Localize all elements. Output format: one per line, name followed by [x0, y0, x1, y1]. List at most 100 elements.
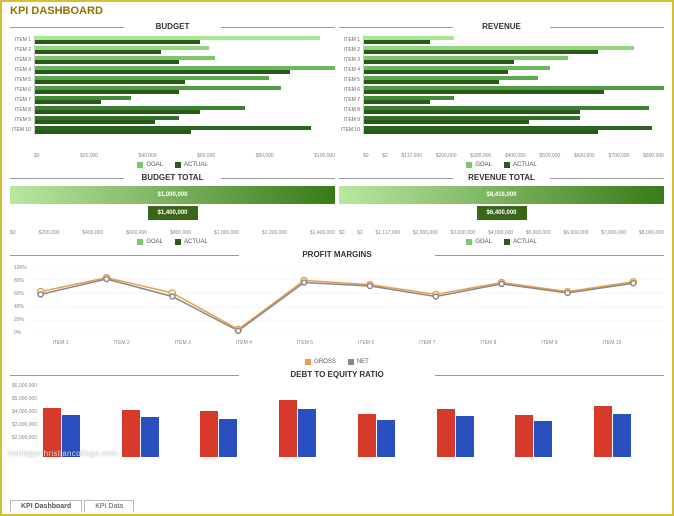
- bar-actual: [364, 60, 514, 64]
- dashboard-title: KPI DASHBOARD: [2, 2, 672, 20]
- axis-label: $3,000,000: [450, 230, 475, 236]
- axis-label: ITEM 9: [541, 340, 557, 346]
- column-a: [515, 415, 533, 457]
- axis-label: $600,000: [574, 153, 595, 159]
- column-a: [594, 406, 612, 457]
- axis-label: $20,000: [80, 153, 98, 159]
- column-group: [200, 397, 237, 457]
- bar-label: ITEM 2: [10, 47, 34, 53]
- bar-actual: [364, 50, 598, 54]
- profit-chart: 100%80%60%40%20%0% ITEM 1ITEM 2ITEM 3ITE…: [10, 261, 664, 356]
- axis-label: $1,400,000: [310, 230, 335, 236]
- column-group: [515, 397, 552, 457]
- legend-label: GOAL: [475, 239, 492, 245]
- revenue-chart: ITEM 1ITEM 2ITEM 3ITEM 4ITEM 5ITEM 6ITEM…: [339, 33, 664, 153]
- bar-actual: [35, 80, 185, 84]
- axis-label: $400,000: [505, 153, 526, 159]
- axis-label: ITEM 10: [602, 340, 621, 346]
- axis-label: $60,000: [197, 153, 215, 159]
- revenue-total-chart: $8,416,000 $6,400,000: [339, 184, 664, 230]
- legend-label: GOAL: [475, 162, 492, 168]
- axis-label: $2: [382, 153, 388, 159]
- legend-label: GOAL: [146, 162, 163, 168]
- axis-label: ITEM 7: [419, 340, 435, 346]
- bar-label: ITEM 6: [339, 87, 363, 93]
- column-a: [122, 410, 140, 457]
- axis-label: $1,200,000: [262, 230, 287, 236]
- axis-label: $80,000: [256, 153, 274, 159]
- revenue-title: REVENUE: [339, 20, 664, 33]
- column-a: [358, 414, 376, 457]
- bar-actual: [364, 90, 604, 94]
- bar-label: ITEM 10: [10, 127, 34, 133]
- budget-chart: ITEM 1ITEM 2ITEM 3ITEM 4ITEM 5ITEM 6ITEM…: [10, 33, 335, 153]
- axis-label: $0: [363, 153, 369, 159]
- sheet-tabs: KPI Dashboard KPI Data: [10, 500, 134, 512]
- bar-actual: [35, 60, 179, 64]
- column-b: [298, 409, 316, 457]
- axis-label: $2,000,000: [12, 435, 37, 441]
- axis-label: $1,000,000: [214, 230, 239, 236]
- axis-label: $7,000,000: [601, 230, 626, 236]
- axis-label: $5,000,000: [12, 396, 37, 402]
- legend-item: ACTUAL: [504, 162, 537, 168]
- bar-actual: [364, 70, 508, 74]
- axis-label: ITEM 4: [236, 340, 252, 346]
- axis-label: $700,000: [609, 153, 630, 159]
- watermark: heritagechristiancollege.com: [8, 449, 118, 458]
- axis-label: $6,000,000: [564, 230, 589, 236]
- legend-label: ACTUAL: [513, 239, 537, 245]
- column-b: [456, 416, 474, 457]
- legend-item: NET: [348, 359, 369, 365]
- legend-label: ACTUAL: [184, 162, 208, 168]
- bar-label: ITEM 3: [339, 57, 363, 63]
- legend-item: GOAL: [137, 162, 163, 168]
- bar-actual: [364, 100, 430, 104]
- axis-label: ITEM 6: [358, 340, 374, 346]
- column-b: [219, 419, 237, 457]
- axis-label: 0%: [14, 330, 27, 336]
- axis-label: ITEM 1: [52, 340, 68, 346]
- legend-item: ACTUAL: [504, 239, 537, 245]
- axis-label: $2,000,000: [413, 230, 438, 236]
- bar-actual: [364, 130, 598, 134]
- axis-label: 80%: [14, 278, 27, 284]
- legend-item: ACTUAL: [175, 162, 208, 168]
- axis-label: ITEM 3: [175, 340, 191, 346]
- axis-label: $0: [339, 230, 345, 236]
- bar-actual: [35, 120, 155, 124]
- axis-label: $800,000: [643, 153, 664, 159]
- bar-actual: [35, 130, 191, 134]
- axis-label: $40,000: [139, 153, 157, 159]
- axis-label: ITEM 5: [297, 340, 313, 346]
- bar-actual: [35, 90, 179, 94]
- revenue-total-goal: $8,416,000: [486, 192, 516, 198]
- column-group: [437, 397, 474, 457]
- column-group: [358, 397, 395, 457]
- legend-item: GOAL: [466, 239, 492, 245]
- bar-label: ITEM 4: [10, 67, 34, 73]
- column-b: [534, 421, 552, 457]
- column-b: [613, 414, 631, 457]
- profit-title: PROFIT MARGINS: [10, 248, 664, 261]
- axis-label: 60%: [14, 291, 27, 297]
- axis-label: $300,000: [470, 153, 491, 159]
- axis-label: $0: [10, 230, 16, 236]
- budget-total-title: BUDGET TOTAL: [10, 171, 335, 184]
- bar-label: ITEM 3: [10, 57, 34, 63]
- axis-label: $8,000,000: [639, 230, 664, 236]
- column-group: [279, 397, 316, 457]
- bar-label: ITEM 9: [10, 117, 34, 123]
- bar-label: ITEM 5: [339, 77, 363, 83]
- legend-label: ACTUAL: [184, 239, 208, 245]
- axis-label: $3,000,000: [12, 422, 37, 428]
- legend-label: NET: [357, 359, 369, 365]
- tab-dashboard[interactable]: KPI Dashboard: [10, 500, 82, 512]
- column-b: [141, 417, 159, 457]
- column-group: [122, 397, 159, 457]
- column-b: [377, 420, 395, 457]
- column-a: [437, 409, 455, 457]
- budget-total-goal: $1,000,000: [157, 192, 187, 198]
- tab-data[interactable]: KPI Data: [84, 500, 134, 512]
- bar-label: ITEM 2: [339, 47, 363, 53]
